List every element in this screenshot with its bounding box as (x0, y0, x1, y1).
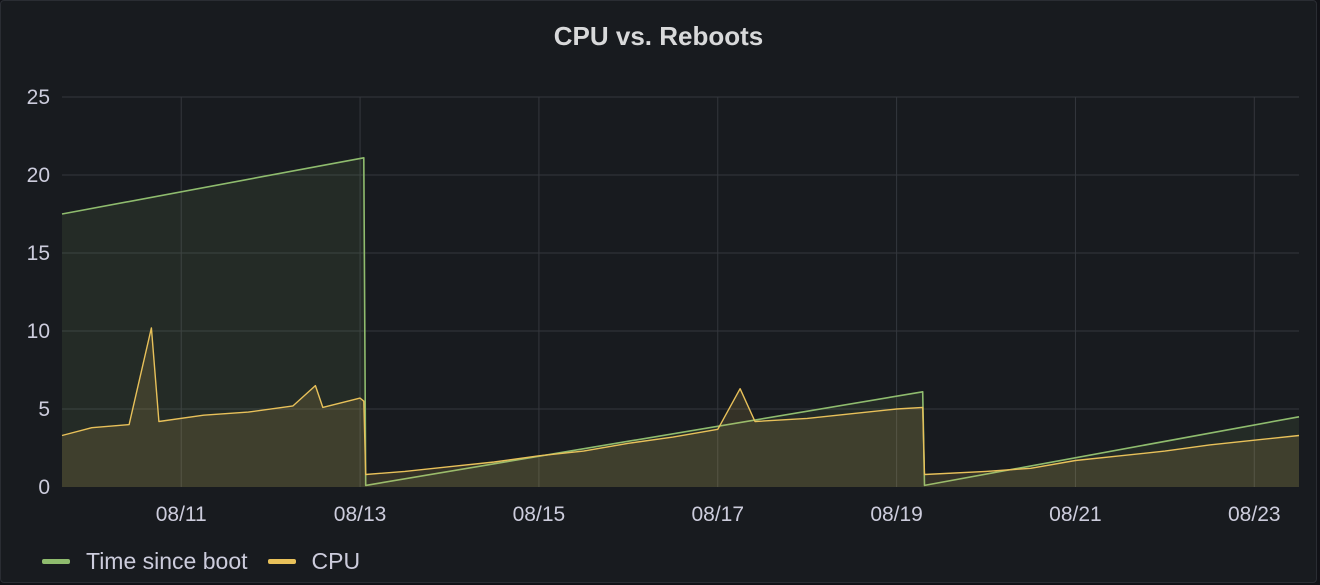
series-line-time-since-boot (61, 157, 1300, 487)
series-area-time-since-boot (62, 157, 1299, 488)
y-tick-label: 0 (38, 476, 50, 499)
series-line-cpu (61, 327, 1300, 476)
x-tick-label: 08/19 (870, 503, 923, 526)
panel-title: CPU vs. Reboots (553, 21, 764, 51)
y-axis: 0 5 10 15 20 25 (27, 86, 50, 499)
y-tick-label: 20 (27, 164, 50, 187)
legend-item-time-since-boot[interactable]: Time since boot (42, 548, 248, 575)
y-tick-label: 15 (27, 242, 50, 265)
x-tick-label: 08/23 (1228, 503, 1281, 526)
series-area-cpu (62, 327, 1299, 487)
x-tick-label: 08/11 (156, 503, 207, 526)
legend-label: CPU (311, 548, 361, 574)
x-axis: 08/11 08/13 08/15 08/17 08/19 08/21 08/23 (156, 503, 1281, 526)
x-tick-label: 08/15 (513, 503, 566, 526)
legend-item-cpu[interactable]: CPU (267, 548, 361, 575)
y-tick-label: 25 (27, 86, 50, 109)
y-tick-label: 10 (27, 320, 50, 343)
grid (62, 96, 1299, 487)
legend: Time since boot CPU (42, 548, 380, 575)
x-tick-label: 08/21 (1049, 503, 1102, 526)
legend-swatch (42, 559, 70, 564)
series-layer (61, 157, 1300, 488)
x-tick-label: 08/13 (334, 503, 387, 526)
legend-label: Time since boot (86, 548, 248, 574)
y-tick-label: 5 (38, 398, 50, 421)
legend-swatch (267, 559, 296, 564)
x-tick-label: 08/17 (691, 503, 744, 526)
